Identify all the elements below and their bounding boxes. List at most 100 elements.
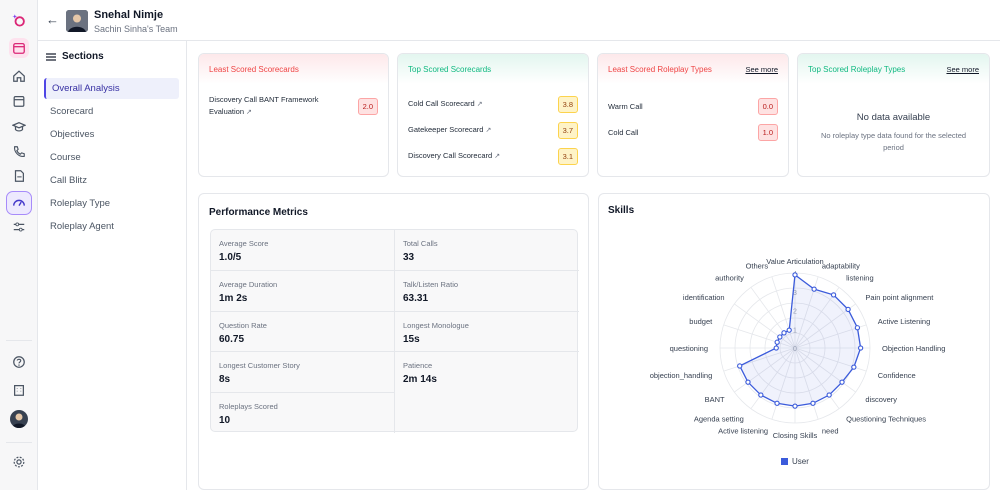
grid-spoke (750, 347, 796, 409)
data-point (774, 400, 780, 406)
help-icon[interactable] (9, 352, 29, 372)
top-scored-roleplay-types-card: Top Scored Roleplay Types See more No da… (797, 53, 990, 177)
list-item[interactable]: Discovery Call BANT Framework Evaluation… (209, 94, 378, 119)
data-point (737, 363, 743, 369)
top-header: ← Snehal Nimje Sachin Sinha's Team (38, 0, 1000, 41)
series-line (738, 273, 862, 407)
axis-label: budget (689, 317, 713, 326)
grid-spoke (771, 347, 796, 420)
empty-state-title: No data available (856, 112, 931, 123)
list-item[interactable]: Warm Call 0.0 (608, 98, 778, 115)
sections-panel: Sections Overall Analysis Scorecard Obje… (38, 41, 187, 490)
data-point (857, 345, 864, 351)
phone-icon[interactable] (9, 142, 29, 162)
metric-longest-monologue: Longest Monologue 15s (403, 321, 469, 345)
score-badge: 3.8 (557, 96, 578, 113)
grid-spoke (794, 347, 840, 409)
scorecard-name: Discovery Call BANT Framework Evaluation (209, 95, 319, 116)
user-avatar[interactable] (10, 410, 28, 428)
external-link-icon[interactable]: ↗ (485, 127, 492, 134)
document-icon[interactable] (9, 166, 29, 186)
metric-total-calls: Total Calls 33 (403, 239, 438, 263)
user-name: Snehal Nimje (94, 9, 164, 21)
metrics-grid: Average Score 1.0/5 Total Calls 33 Average… (210, 229, 579, 433)
section-roleplay-type[interactable]: Roleplay Type (50, 198, 111, 209)
section-objectives[interactable]: Objectives (50, 129, 95, 140)
analytics-icon[interactable] (6, 191, 32, 215)
section-roleplay-agent[interactable]: Roleplay Agent (50, 221, 114, 232)
axis-label: need (822, 427, 839, 436)
axis-label: discovery (865, 395, 897, 404)
list-item[interactable]: Cold Call Scorecard ↗ 3.8 (408, 96, 578, 113)
see-more-link[interactable]: See more (745, 64, 778, 74)
building-icon[interactable] (9, 380, 29, 400)
chart-legend[interactable]: User (781, 457, 809, 466)
axis-label: Active Listening (878, 317, 931, 326)
card-title: Performance Metrics (209, 207, 308, 218)
external-link-icon[interactable]: ↗ (246, 109, 252, 116)
axis-label: authority (715, 274, 744, 283)
metric-average-duration: Average Duration 1m 2s (219, 280, 278, 304)
grid-spoke (734, 303, 796, 349)
settings-gear-icon[interactable] (9, 452, 29, 472)
back-arrow-icon[interactable]: ← (46, 12, 59, 27)
rail-divider (6, 340, 32, 341)
data-point (792, 272, 798, 278)
axis-label: identification (683, 293, 725, 302)
data-point (851, 364, 857, 370)
external-link-icon[interactable]: ↗ (476, 101, 483, 108)
axis-label: Active listening (718, 427, 768, 436)
list-icon (46, 52, 56, 61)
metric-average-score: Average Score 1.0/5 (219, 239, 269, 263)
axis-label: Objection Handling (882, 344, 945, 353)
data-point (792, 403, 798, 409)
section-call-blitz[interactable]: Call Blitz (50, 175, 87, 186)
section-overall-analysis[interactable]: Overall Analysis (44, 78, 179, 99)
app-logo-icon[interactable] (9, 10, 29, 30)
list-item[interactable]: Cold Call 1.0 (608, 124, 778, 141)
list-item[interactable]: Gatekeeper Scorecard ↗ 3.7 (408, 122, 578, 139)
data-point (810, 400, 816, 406)
least-scored-roleplay-types-card: Least Scored Roleplay Types See more War… (597, 53, 789, 177)
axis-label: questioning (670, 344, 708, 353)
sliders-icon[interactable] (9, 217, 29, 237)
card-title: Skills (608, 205, 635, 216)
grid-spoke (723, 347, 796, 372)
profile-avatar (66, 10, 88, 32)
metric-longest-customer-story: Longest Customer Story 8s (219, 361, 300, 385)
card-title: Top Scored Scorecards (408, 64, 492, 74)
list-item[interactable]: Discovery Call Scorecard ↗ 3.1 (408, 148, 578, 165)
score-badge: 2.0 (357, 98, 378, 115)
data-point (811, 286, 817, 292)
axis-label: Confidence (878, 371, 916, 380)
external-link-icon[interactable]: ↗ (494, 153, 501, 160)
axis-label: Pain point alignment (865, 293, 934, 302)
grid-spoke (750, 287, 796, 349)
see-more-link[interactable]: See more (946, 64, 979, 74)
data-point (845, 306, 851, 313)
calendar-icon[interactable] (9, 91, 29, 111)
data-point (745, 379, 751, 385)
section-course[interactable]: Course (50, 152, 81, 163)
axis-label: Others (746, 261, 769, 270)
icon-rail (0, 0, 38, 490)
metric-patience: Patience 2m 14s (403, 361, 437, 385)
performance-metrics-card: Performance Metrics Average Score 1.0/5 T… (198, 193, 589, 490)
data-point (774, 339, 780, 345)
data-point (854, 325, 861, 331)
section-scorecard[interactable]: Scorecard (50, 106, 94, 117)
axis-label: listening (846, 274, 874, 283)
grid-spoke (794, 287, 840, 349)
data-point (777, 334, 783, 340)
card-title: Least Scored Roleplay Types (608, 64, 712, 74)
roleplay-type-name: Warm Call (608, 101, 643, 111)
home-icon[interactable] (9, 66, 29, 86)
tick-label: 3 (793, 290, 797, 297)
skills-radar-chart: 01234Value Articulationadaptabilityliste… (650, 257, 946, 440)
data-point (781, 330, 787, 336)
axis-label: Closing Skills (773, 431, 818, 440)
grid-spoke (794, 324, 867, 349)
graduation-cap-icon[interactable] (9, 117, 29, 137)
calendar-app-icon[interactable] (9, 38, 29, 58)
main-content: Least Scored Scorecards Discovery Call B… (187, 41, 1000, 490)
